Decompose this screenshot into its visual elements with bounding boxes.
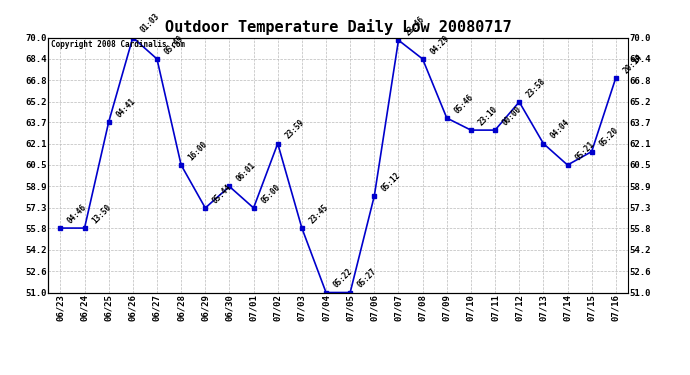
Text: 04:46: 04:46 — [66, 202, 88, 225]
Text: Copyright 2008 Cardinalis.com: Copyright 2008 Cardinalis.com — [51, 40, 186, 49]
Text: 05:00: 05:00 — [259, 183, 282, 205]
Text: 16:00: 16:00 — [187, 140, 209, 162]
Text: 23:58: 23:58 — [525, 76, 547, 99]
Text: 05:46: 05:46 — [453, 93, 475, 115]
Text: 23:46: 23:46 — [404, 15, 426, 38]
Text: 01:03: 01:03 — [139, 12, 161, 35]
Text: 00:00: 00:00 — [501, 105, 523, 128]
Text: 04:04: 04:04 — [549, 118, 571, 141]
Text: 23:10: 23:10 — [477, 105, 499, 128]
Text: 04:41: 04:41 — [115, 96, 137, 119]
Title: Outdoor Temperature Daily Low 20080717: Outdoor Temperature Daily Low 20080717 — [165, 19, 511, 35]
Text: 04:29: 04:29 — [428, 33, 451, 56]
Text: 13:50: 13:50 — [90, 202, 112, 225]
Text: 05:20: 05:20 — [598, 126, 620, 149]
Text: 05:21: 05:21 — [573, 140, 595, 162]
Text: 06:01: 06:01 — [235, 161, 257, 184]
Text: 23:59: 23:59 — [284, 118, 306, 141]
Text: 05:44: 05:44 — [211, 183, 233, 205]
Text: 05:49: 05:49 — [163, 33, 185, 56]
Text: 23:45: 23:45 — [308, 202, 330, 225]
Text: 05:12: 05:12 — [380, 170, 402, 193]
Text: 20:14: 20:14 — [622, 52, 644, 75]
Text: 05:27: 05:27 — [356, 267, 378, 290]
Text: 05:22: 05:22 — [332, 267, 354, 290]
